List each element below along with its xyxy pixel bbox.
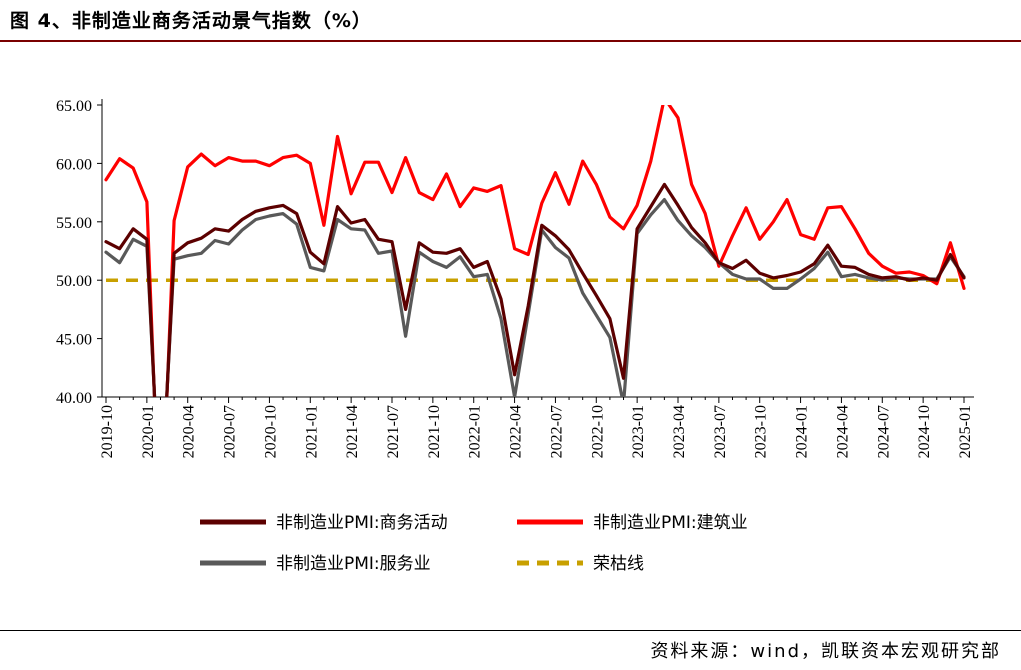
legend-label-threshold: 荣枯线 <box>593 554 644 574</box>
x-tick-label: 2021-04 <box>344 405 361 458</box>
x-tick-label: 2024-01 <box>794 405 811 458</box>
x-tick-label: 2019-10 <box>99 405 116 458</box>
x-tick-label: 2023-10 <box>753 405 770 458</box>
source-rule <box>0 630 1021 631</box>
x-tick-label: 2020-07 <box>222 405 239 458</box>
y-tick-label: 45.00 <box>56 332 92 349</box>
x-tick-label: 2024-04 <box>834 405 851 458</box>
legend-label-construction: 非制造业PMI:建筑业 <box>593 513 748 533</box>
x-tick-label: 2024-10 <box>916 405 933 458</box>
x-tick-label: 2023-01 <box>630 405 647 458</box>
legend-label-business: 非制造业PMI:商务活动 <box>276 513 448 533</box>
title-rule <box>0 40 1021 42</box>
x-tick-label: 2023-04 <box>671 405 688 458</box>
y-tick-label: 65.00 <box>56 98 92 115</box>
x-tick-label: 2022-07 <box>548 405 565 458</box>
series-line-services <box>104 198 966 397</box>
x-tick-label: 2021-07 <box>385 405 402 458</box>
x-tick-label: 2020-01 <box>140 405 157 458</box>
x-tick-label: 2023-07 <box>712 405 729 458</box>
y-tick-label: 55.00 <box>56 215 92 232</box>
x-tick-label: 2025-01 <box>957 405 974 458</box>
y-tick-label: 50.00 <box>56 273 92 290</box>
series-line-construction <box>104 105 966 397</box>
y-axis: 40.00 45.00 50.00 55.00 60.00 65.00 <box>56 98 103 407</box>
x-tick-label: 2020-04 <box>181 405 198 458</box>
legend-label-services: 非制造业PMI:服务业 <box>276 554 431 574</box>
source-note: 资料来源：wind，凯联资本宏观研究部 <box>650 641 1001 662</box>
series-line-business <box>104 182 966 397</box>
x-tick-label: 2020-10 <box>262 405 279 458</box>
x-axis: 2019-10 2020-01 2020-04 2020-07 2020-10 2021-… <box>99 396 974 458</box>
figure-title: 图 4、非制造业商务活动景气指数（%） <box>10 10 372 32</box>
x-tick-label: 2022-01 <box>467 405 484 458</box>
x-tick-label: 2022-10 <box>589 405 606 458</box>
x-tick-label: 2021-10 <box>426 405 443 458</box>
x-tick-label: 2024-07 <box>875 405 892 458</box>
series-layer <box>104 105 966 397</box>
y-tick-label: 40.00 <box>56 390 92 407</box>
y-tick-label: 60.00 <box>56 156 92 173</box>
x-tick-label: 2022-04 <box>508 405 525 458</box>
x-tick-label: 2021-01 <box>303 405 320 458</box>
